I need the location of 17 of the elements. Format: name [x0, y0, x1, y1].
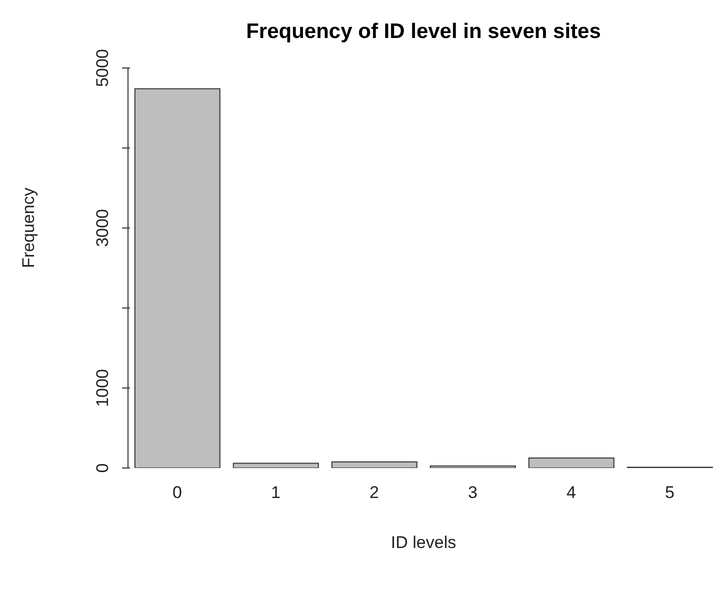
y-tick-label: 3000	[93, 209, 112, 247]
x-tick-label: 4	[566, 483, 576, 502]
x-tick-label: 1	[271, 483, 280, 502]
y-axis-title: Frequency	[19, 187, 38, 268]
x-tick-label: 2	[370, 483, 379, 502]
y-tick-label: 0	[93, 463, 112, 473]
x-tick-label: 0	[172, 483, 182, 502]
x-tick-label: 3	[468, 483, 478, 502]
y-tick-label: 5000	[93, 49, 112, 87]
chart-title: Frequency of ID level in seven sites	[245, 20, 602, 44]
bar	[232, 462, 319, 468]
y-tick-label: 1000	[93, 369, 112, 407]
x-axis-title: ID levels	[390, 533, 456, 552]
bar	[331, 461, 418, 468]
bar	[134, 88, 220, 468]
x-tick-label: 5	[665, 483, 674, 502]
bar	[528, 458, 614, 468]
